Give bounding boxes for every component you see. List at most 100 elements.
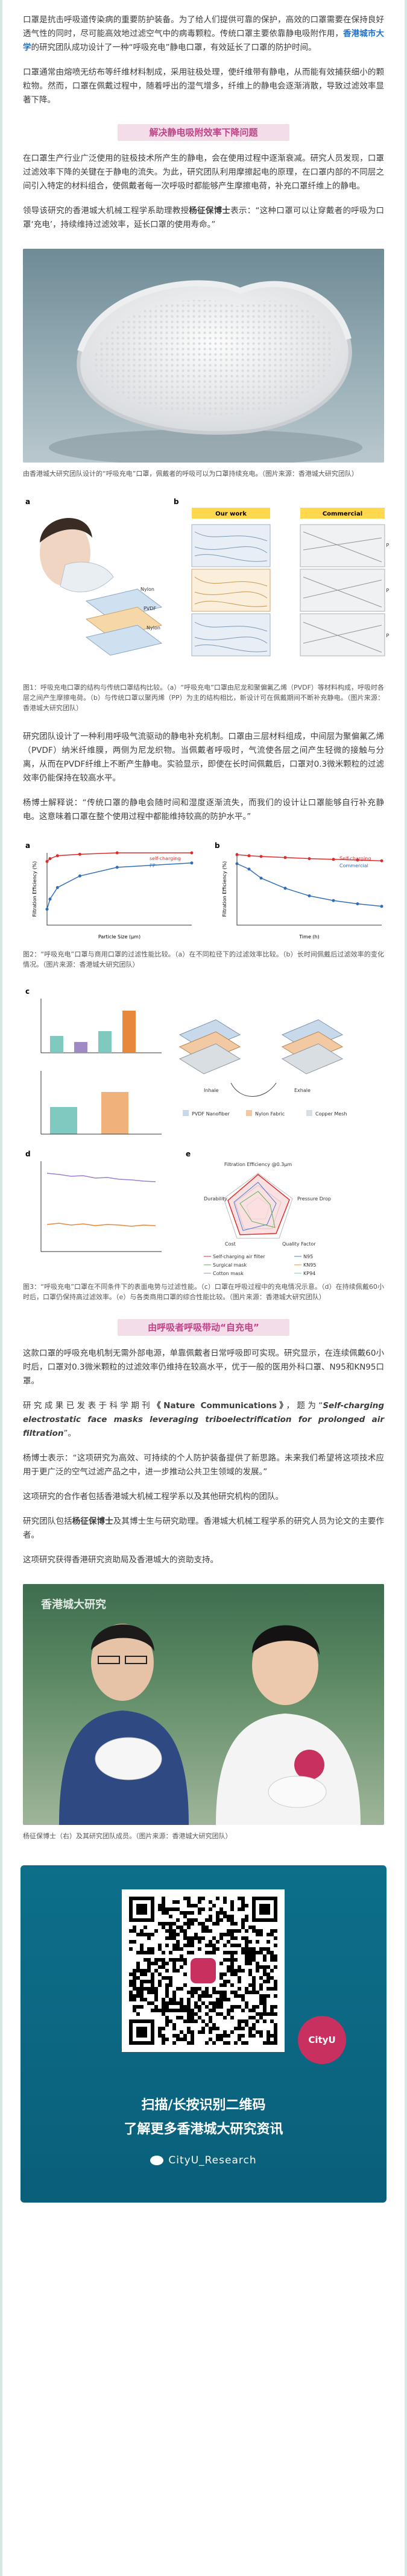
fig2b-point-2-1 (235, 862, 239, 865)
figure-2: a b self-charging PP Particle Size (μm) Fil… (23, 841, 384, 943)
pub-text-cont: ，题为“ (286, 1401, 323, 1411)
fig2b-point-1-7 (356, 858, 359, 862)
intro-paragraph-2: 口罩通常由熔喷无纺布等纤维材料制成，采用驻极处理，使纤维带有静电，从而能有效捕获… (23, 67, 384, 105)
photo-watermark: 香港城大研究 (40, 1598, 106, 1611)
radar-legend-4: KN95 (303, 1262, 316, 1268)
fig3-d-series-1 (46, 1173, 156, 1182)
fig2b-point-1-3 (259, 855, 263, 858)
fig3-bar-2 (74, 1042, 87, 1053)
footer-line-2: 了解更多香港城大研究资讯 (124, 2122, 283, 2137)
photo1-caption: 由香港城大研究团队设计的“呼吸充电”口罩，佩戴者的呼吸可以为口罩持续充电。（图片… (23, 470, 358, 478)
fig2a-point-2-5 (115, 865, 119, 869)
paper-title: Self-charging electrostatic face masks l… (23, 1401, 385, 1438)
section1-paragraph-2: 领导该研究的香港城大机械工程学系助理教授杨征保博士表示：“这种口罩可以让穿戴者的… (23, 204, 384, 232)
fig3-exhale-label: Exhale (294, 1088, 311, 1093)
fig2a-point-2-4 (78, 874, 81, 878)
fig3-label-d: d (25, 1150, 31, 1158)
fig2-label-a: a (25, 841, 30, 850)
fig2a-point-2-6 (190, 861, 194, 865)
fig2b-point-1-1 (235, 853, 239, 856)
section2-paragraph-6: 这项研究获得香港研究资助局及香港城大的资助支持。 (23, 1555, 218, 1565)
fig1-commercial-panels (300, 524, 385, 656)
fig2b-point-2-4 (283, 887, 287, 890)
fig2b-point-1-5 (308, 857, 311, 861)
researchers-illustration: 香港城大研究 (40, 1598, 361, 1825)
fig2a-xlabel: Particle Size (μm) (98, 934, 140, 940)
fig2-label-b: b (215, 841, 220, 850)
fig2b-point-1-2 (247, 854, 251, 858)
fig2b-axes (236, 853, 382, 926)
fig2b-series-2 (236, 863, 382, 907)
fig2a-point-1-6 (190, 851, 194, 855)
fig2b-point-2-5 (308, 894, 311, 897)
fig2b-point-2-3 (259, 876, 263, 880)
fig3-inhale-label: Inhale (204, 1088, 219, 1093)
fig2a-point-2-1 (45, 908, 49, 911)
fig2b-point-2-7 (356, 902, 359, 906)
radar-axis-4: Durability (204, 1196, 227, 1202)
fig2b-ylabel: Filtration Efficiency (%) (222, 861, 227, 917)
radar-axis-1: Pressure Drop (297, 1196, 331, 1202)
fig1-our-panels (191, 524, 271, 656)
fig3-legend-1: PVDF Nanofiber (192, 1111, 230, 1117)
radar-axis-2: Quality Factor (282, 1241, 316, 1247)
figure-2-charts: a b self-charging PP Particle Size (μm) Fil… (25, 841, 383, 940)
figure-3: c Inhale Exhale (23, 987, 384, 1276)
qr-code[interactable] (122, 1889, 285, 2052)
fig2b-point-1-4 (283, 856, 287, 859)
fig3-caption: 图3：“呼吸充电”口罩在不同条件下的表面电势与过滤性能。（c）口罩在呼吸过程中的… (23, 1283, 384, 1301)
fig2a-legend-2: PP (150, 863, 156, 869)
fig1-layer-2: PVDF (144, 606, 156, 611)
fig2b-xlabel: Time (h) (298, 934, 319, 940)
footer-qr-section: CityU 扫描/长按识别二维码 了解更多香港城大研究资讯 CityU_Rese… (21, 1865, 386, 2203)
fig3-label-c: c (25, 987, 30, 996)
fig1-comm-layer-2: PP (386, 588, 389, 593)
section2-paragraph-4: 这项研究的合作者包括香港城大机械工程学系以及其他研究机构的团队。 (23, 1492, 283, 1502)
fig3-d-series-2 (46, 1223, 156, 1227)
fig2b-series-1 (236, 854, 382, 861)
radar-legend-6: KP94 (303, 1271, 315, 1276)
fig2b-legend-2: Commercial (339, 863, 368, 869)
fig2-caption: 图2：“呼吸充电”口罩与商用口罩的过滤性能比较。（a）在不同粒径下的过滤效率比较… (23, 950, 384, 968)
radar-title: Filtration Efficiency @0.3μm (224, 1162, 292, 1167)
fig2b-point-2-8 (380, 905, 383, 908)
section2-paragraph-1: 这款口罩的呼吸充电机制无需外部电源，单靠佩戴者日常呼吸即可实现。研究显示，在连续… (23, 1349, 384, 1386)
fig3-bar-4 (122, 1011, 136, 1053)
fig3-bar-1 (50, 1036, 63, 1053)
photo2-caption: 杨征保博士（右）及其研究团队成员。（图片来源：香港城大研究团队） (23, 1832, 232, 1840)
highlight-cityu: 香港城市大学 (23, 29, 385, 52)
pub-text-end: ”。 (63, 1429, 76, 1438)
researchers-photo: 香港城大研究 (23, 1584, 384, 1825)
team-text: 研究团队包括 (23, 1517, 72, 1526)
section1-text-cont: 表示：“这种口罩可以让穿戴者的呼吸为口罩‘充电’，持续维持过滤效率，延长口罩的使… (23, 206, 385, 229)
fig3-bar-3 (98, 1031, 112, 1053)
footer-handle[interactable]: CityU_Research (21, 2154, 386, 2166)
fig1-comm-layer-3: PP (386, 633, 389, 638)
cityu-badge: CityU (298, 2016, 346, 2064)
fig1-label-a: a (25, 497, 30, 506)
section-title-1: 解决静电吸附效率下降问题 (118, 124, 289, 141)
radar-axis-3: Cost (225, 1241, 236, 1247)
radar-legend-5: Cotton mask (213, 1271, 244, 1276)
cityu-logo-badge (294, 1750, 324, 1780)
section1-text: 领导该研究的香港城大机械工程学系助理教授 (23, 206, 189, 216)
section2-paragraph-5: 研究团队包括杨征保博士及其博士生与研究助理。香港城大机械工程学系的研究人员为论文… (23, 1515, 384, 1542)
journal-name: 《Nature Communications》 (153, 1401, 286, 1411)
fig2a-ylabel: Filtration Efficiency (%) (32, 861, 37, 917)
pub-text: 研究成果已发表于科学期刊 (23, 1401, 153, 1411)
fig1-caption: 图1：呼吸充电口罩的结构与传统口罩结构比较。（a）“呼吸充电”口罩由尼龙和聚偏氟… (23, 684, 384, 712)
mask-photo (23, 249, 384, 463)
fig2a-series-2 (46, 862, 192, 909)
figure-1: a Nylon PVDF Nylon b Our work Commercial (23, 496, 392, 676)
radar-legend-3: Surgical mask (213, 1262, 247, 1268)
fig2a-point-1-3 (55, 854, 59, 858)
fig1-layer-stack (85, 588, 163, 656)
body-paragraph-3: 研究团队设计了一种利用呼吸气流驱动的静电补充机制。口罩由三层材料组成，中间层为聚… (23, 732, 384, 783)
qr-code-pattern (129, 1897, 277, 2045)
name-highlight: 杨征保博士 (189, 206, 231, 216)
radar-series-self (227, 1174, 290, 1235)
intro-text: 口罩是抗击呼吸道传染病的重要防护装备。为了给人们提供可靠的保护，高效的口罩需要在… (23, 15, 384, 39)
wechat-icon (150, 2156, 164, 2165)
handle-text: CityU_Research (168, 2154, 257, 2166)
qr-center-logo (191, 1958, 216, 1983)
